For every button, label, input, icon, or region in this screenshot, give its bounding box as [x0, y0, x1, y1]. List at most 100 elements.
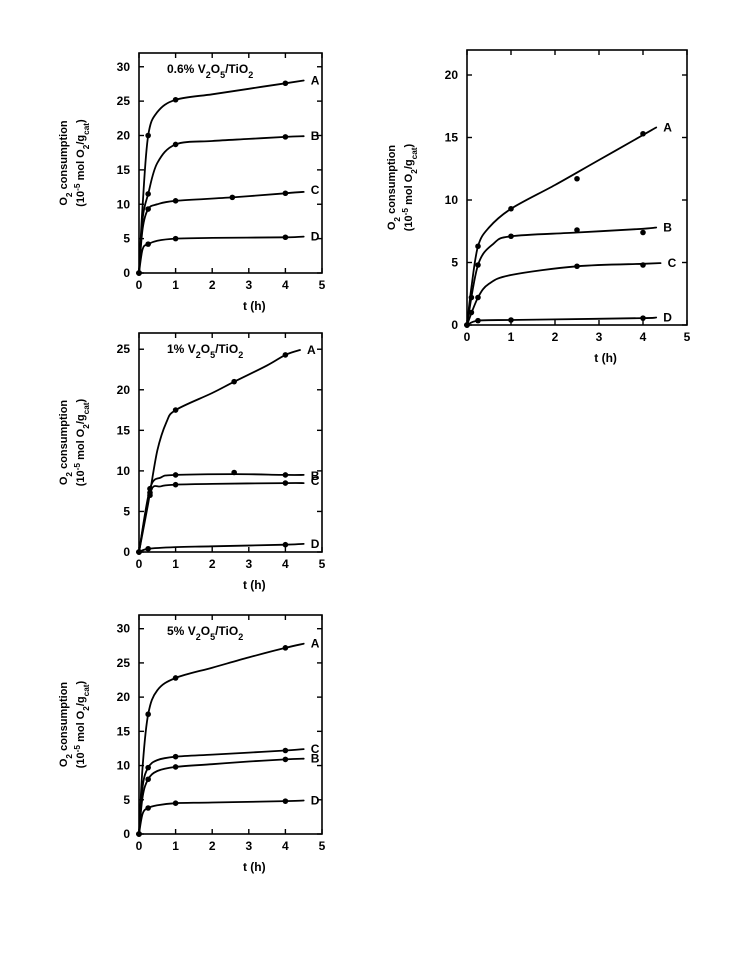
y-tick-label: 20 — [445, 68, 459, 82]
series-label-A: A — [663, 121, 672, 135]
x-tick-label: 1 — [172, 278, 179, 292]
series-B-point — [640, 229, 646, 236]
x-tick-label: 0 — [464, 330, 471, 344]
x-tick-label: 0 — [136, 839, 143, 853]
series-label-C: C — [311, 742, 320, 756]
series-D-line — [138, 799, 305, 835]
series-C-point — [229, 194, 236, 201]
series-label-C: C — [311, 474, 320, 488]
y-tick-label: 20 — [117, 383, 131, 397]
y-tick-label: 0 — [123, 266, 130, 280]
series-D-point — [640, 315, 646, 321]
series-label-A: A — [307, 343, 316, 357]
y-tick-label: 30 — [117, 622, 131, 636]
y-axis-label-line1: O2 consumption — [58, 682, 74, 768]
y-tick-label: 0 — [123, 545, 130, 559]
series-C-point — [282, 480, 289, 486]
y-tick-label: 15 — [445, 131, 459, 145]
series-A-line — [138, 349, 301, 553]
series-D-point — [145, 241, 151, 247]
series-C-point — [145, 764, 151, 771]
x-axis-label: t (h) — [594, 351, 617, 365]
y-axis-label-line2: (10-5 mol O2/gcat) — [73, 680, 91, 768]
series-A-line — [138, 642, 305, 835]
panel-title: 1% V2O5/TiO2 — [167, 342, 243, 360]
series-B-line — [138, 135, 305, 274]
y-tick-label: 15 — [117, 423, 131, 437]
series-label-B: B — [311, 469, 320, 483]
series-D-point — [136, 831, 142, 837]
series-A-point — [172, 407, 179, 413]
series-label-D: D — [663, 311, 672, 325]
series-label-D: D — [311, 230, 320, 244]
chart-panel-3: 0 1 2 3 4 5 0 5 10 15 20 25 30 t (h) O2 consumption(10… — [58, 614, 326, 874]
series-C-point — [145, 206, 151, 212]
series-B-point — [574, 227, 580, 233]
series-label-B: B — [663, 221, 672, 235]
series-A-point — [508, 205, 514, 212]
series-A-point — [231, 378, 237, 385]
series-C-point — [468, 309, 475, 316]
x-tick-label: 4 — [282, 557, 289, 571]
series-D-point — [508, 317, 514, 323]
y-tick-label: 15 — [117, 724, 131, 738]
plot-frame — [138, 332, 323, 553]
y-tick-label: 10 — [117, 197, 131, 211]
series-A-point — [640, 130, 646, 137]
y-axis-label-line1: O2 consumption — [58, 400, 74, 486]
series-A-line — [138, 79, 305, 274]
series-label-B: B — [311, 129, 320, 143]
series-label-A: A — [311, 74, 320, 88]
x-axis-label: t (h) — [243, 578, 266, 592]
y-tick-label: 20 — [117, 690, 131, 704]
x-tick-label: 3 — [596, 330, 603, 344]
y-tick-label: 5 — [451, 256, 458, 270]
series-C-line — [466, 262, 662, 326]
series-D-line — [138, 235, 305, 274]
series-D-point — [136, 270, 142, 276]
series-D-point — [282, 798, 289, 804]
x-axis-label: t (h) — [243, 299, 266, 313]
y-axis-label-line2: (10-5 mol O2/gcat) — [401, 143, 419, 231]
series-B-point — [475, 262, 481, 268]
x-tick-label: 3 — [245, 839, 252, 853]
series-C-line — [138, 482, 305, 553]
x-tick-label: 5 — [319, 557, 326, 571]
series-D-point — [282, 234, 289, 241]
plot-frame — [466, 49, 688, 326]
y-tick-label: 25 — [117, 94, 131, 108]
chart-panel-1: 0 1 2 3 4 5 0 5 10 15 20 25 30 t (h) O2 consumption(10… — [58, 52, 326, 313]
series-B-point — [145, 776, 151, 783]
series-C-line — [138, 191, 305, 274]
series-C-point — [172, 481, 179, 488]
y-axis-label-line1: O2 consumption — [58, 120, 74, 206]
series-B-point — [282, 756, 289, 763]
series-B-point — [282, 134, 289, 140]
x-tick-label: 4 — [282, 839, 289, 853]
x-tick-label: 0 — [136, 278, 143, 292]
series-B-point — [231, 469, 237, 476]
chart-panel-2: 0 1 2 3 4 5 0 5 10 15 20 25 t (h) O2 consumption(10-5… — [58, 332, 326, 592]
y-axis-label-line1: O2 consumption — [386, 145, 402, 231]
x-tick-label: 2 — [209, 278, 216, 292]
series-A-point — [282, 80, 289, 87]
x-tick-label: 3 — [245, 278, 252, 292]
x-tick-label: 2 — [209, 557, 216, 571]
series-A-point — [172, 96, 179, 103]
y-tick-label: 10 — [117, 464, 131, 478]
y-tick-label: 10 — [117, 759, 131, 773]
panel-title: 5% V2O5/TiO2 — [167, 624, 243, 642]
series-D-point — [136, 549, 142, 555]
series-label-D: D — [311, 793, 320, 807]
series-D-point — [172, 235, 179, 242]
y-tick-label: 25 — [117, 656, 131, 670]
series-D-line — [466, 316, 658, 326]
y-tick-label: 20 — [117, 129, 131, 143]
series-A-point — [145, 132, 151, 139]
series-B-point — [172, 141, 179, 148]
series-B-point — [172, 472, 179, 478]
series-A-point — [282, 645, 289, 651]
series-C-point — [475, 294, 481, 301]
series-C-point — [172, 198, 179, 204]
plot-frame — [138, 614, 323, 835]
